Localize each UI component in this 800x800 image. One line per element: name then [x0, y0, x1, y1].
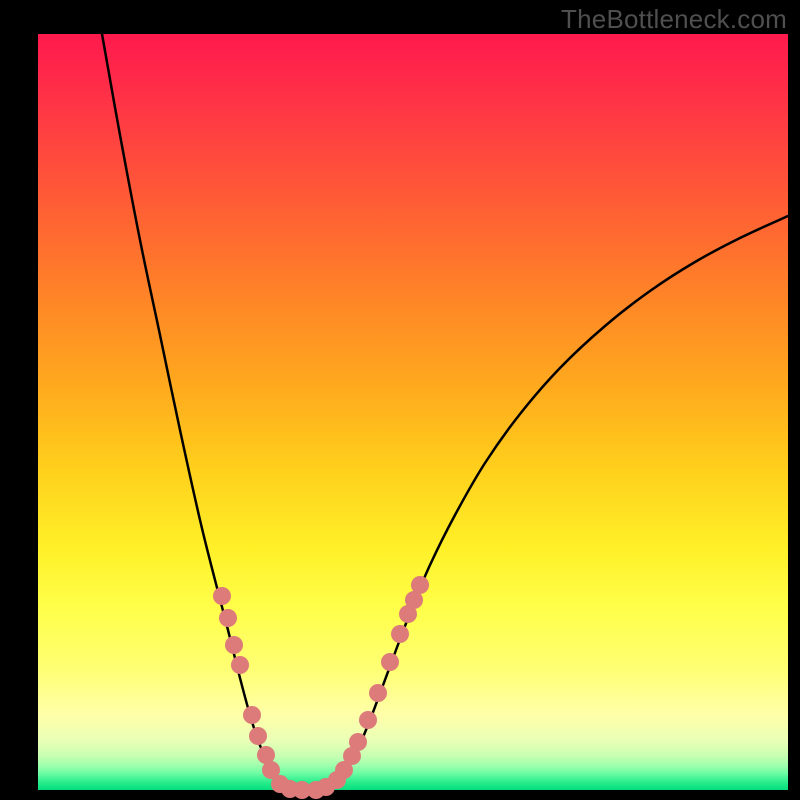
- marker-point: [359, 711, 377, 729]
- marker-point: [391, 625, 409, 643]
- marker-point: [411, 576, 429, 594]
- marker-point: [349, 733, 367, 751]
- marker-point: [219, 609, 237, 627]
- marker-point: [381, 653, 399, 671]
- marker-point: [369, 684, 387, 702]
- marker-point: [231, 656, 249, 674]
- stage: TheBottleneck.com: [0, 0, 800, 800]
- curve-right-branch: [318, 216, 788, 790]
- marker-point: [225, 636, 243, 654]
- marker-point: [213, 587, 231, 605]
- marker-point: [249, 727, 267, 745]
- chart-svg: [0, 0, 800, 800]
- markers-group: [213, 576, 429, 799]
- marker-point: [243, 706, 261, 724]
- curve-left-branch: [102, 34, 298, 790]
